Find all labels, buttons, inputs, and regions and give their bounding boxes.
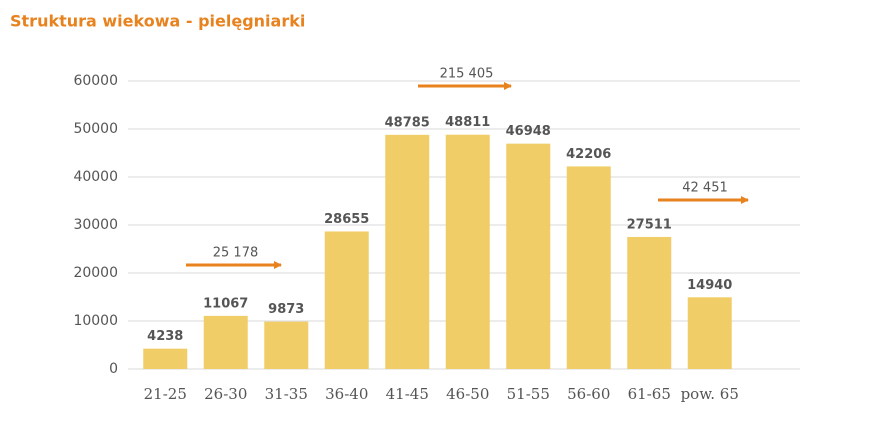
chart-title: Struktura wiekowa - pielęgniarki — [10, 12, 305, 31]
value-label: 14940 — [687, 278, 732, 293]
annotation-label: 42 451 — [682, 181, 728, 196]
value-label: 48785 — [385, 115, 430, 130]
x-tick-label: 21-25 — [144, 385, 187, 403]
y-tick-label: 0 — [109, 361, 118, 377]
value-label: 46948 — [506, 124, 551, 139]
bar — [264, 321, 309, 369]
x-tick-label: 26-30 — [204, 385, 247, 403]
bar — [143, 348, 188, 369]
value-label: 28655 — [324, 212, 369, 227]
y-tick-label: 20000 — [73, 265, 118, 281]
x-tick-label: 41-45 — [386, 385, 429, 403]
y-tick-label: 60000 — [73, 73, 118, 89]
x-tick-label: 56-60 — [567, 385, 610, 403]
annotation-label: 215 405 — [440, 67, 494, 82]
bar — [627, 236, 672, 369]
x-tick-label: 36-40 — [325, 385, 368, 403]
bar — [566, 166, 611, 369]
annotation-label: 25 178 — [213, 246, 259, 261]
value-label: 4238 — [147, 329, 183, 344]
bar — [506, 143, 551, 369]
y-tick-label: 30000 — [73, 217, 118, 233]
x-tick-label: pow. 65 — [681, 385, 739, 403]
x-tick-label: 51-55 — [507, 385, 550, 403]
bar — [385, 134, 430, 369]
x-tick-label: 46-50 — [446, 385, 489, 403]
value-label: 27511 — [627, 217, 672, 232]
x-tick-label: 61-65 — [628, 385, 671, 403]
value-label: 42206 — [566, 147, 611, 162]
value-label: 48811 — [445, 115, 490, 130]
bar — [203, 315, 248, 369]
y-tick-label: 10000 — [73, 313, 118, 329]
value-label: 9873 — [268, 302, 304, 317]
bar — [324, 231, 369, 369]
bar — [687, 297, 732, 369]
y-tick-label: 50000 — [73, 121, 118, 137]
bar — [445, 134, 490, 369]
value-label: 11067 — [203, 296, 248, 311]
x-tick-label: 31-35 — [265, 385, 308, 403]
y-tick-label: 40000 — [73, 169, 118, 185]
